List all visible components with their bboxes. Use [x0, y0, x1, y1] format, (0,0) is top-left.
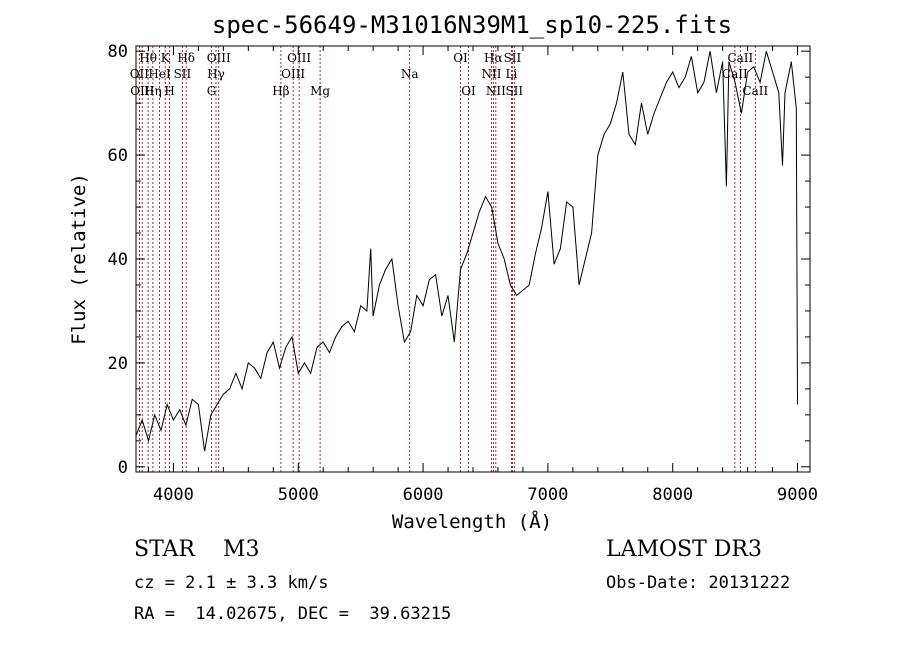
line-label-23: NII — [486, 84, 506, 98]
y-axis-ticks: 0 20 40 60 80 — [108, 42, 810, 478]
spectral-line-markers — [138, 46, 756, 472]
object-class-text: STAR M3 — [134, 537, 260, 562]
y-tick-label-3: 60 — [108, 146, 128, 166]
redshift-text: cz = 2.1 ± 3.3 km/s — [134, 573, 329, 593]
line-label-9: OIII — [207, 51, 231, 65]
x-axis-ticks: 4000 5000 6000 7000 8000 9000 — [147, 46, 818, 505]
line-label-22: Li — [506, 67, 518, 81]
line-label-16: Na — [401, 67, 419, 81]
ra-dec-text: RA = 14.02675, DEC = 39.63215 — [134, 604, 452, 624]
line-label-15: Mg — [310, 84, 330, 98]
x-axis-label: Wavelength (Å) — [392, 510, 552, 533]
y-axis-label: Flux (relative) — [68, 173, 90, 345]
x-tick-label-4: 8000 — [652, 485, 693, 505]
x-tick-label-5: 9000 — [777, 485, 818, 505]
line-label-12: OIII — [287, 51, 311, 65]
line-label-11: G — [207, 84, 217, 98]
line-label-13: OIII — [281, 67, 305, 81]
line-label-0: Hθ — [139, 51, 157, 65]
line-label-3: K — [161, 51, 171, 65]
line-label-8: H — [164, 84, 174, 98]
line-label-25: CaII — [727, 51, 753, 65]
spectrum-series-line — [135, 51, 798, 452]
line-label-5: Hη — [144, 84, 162, 98]
line-label-4: HeI — [148, 67, 171, 81]
x-tick-label-1: 5000 — [278, 485, 319, 505]
x-tick-label-0: 4000 — [153, 485, 194, 505]
y-tick-label-4: 80 — [108, 42, 128, 62]
obs-date-text: Obs-Date: 20131222 — [606, 573, 791, 593]
line-label-19: Hα — [484, 51, 503, 65]
line-label-7: SII — [174, 67, 192, 81]
line-label-27: CaII — [742, 84, 768, 98]
chart-title: spec-56649-M31016N39M1_sp10-225.fits — [212, 11, 732, 39]
line-label-24: SII — [505, 84, 523, 98]
line-label-20: SII — [504, 51, 522, 65]
y-tick-label-1: 20 — [108, 354, 128, 374]
plot-frame — [135, 45, 811, 473]
y-tick-label-2: 40 — [108, 250, 128, 270]
line-label-10: Hγ — [207, 67, 225, 81]
line-label-17: OI — [453, 51, 468, 65]
y-tick-label-0: 0 — [118, 458, 128, 478]
line-label-14: Hβ — [272, 84, 289, 98]
survey-name-text: LAMOST DR3 — [606, 537, 762, 562]
line-label-18: OI — [461, 84, 476, 98]
line-label-1: OII — [130, 67, 150, 81]
line-label-26: CaII — [722, 67, 748, 81]
line-label-21: NII — [481, 67, 501, 81]
x-tick-label-2: 6000 — [403, 485, 444, 505]
line-label-6: Hδ — [177, 51, 195, 65]
x-tick-label-3: 7000 — [527, 485, 568, 505]
